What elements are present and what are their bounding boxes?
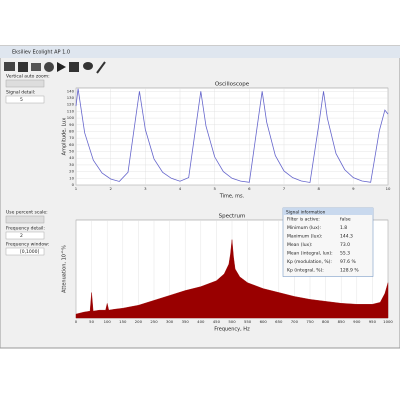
x-tick-label: 0 xyxy=(75,319,78,324)
print-icon[interactable] xyxy=(31,63,41,71)
info-key: Kp (modulation, %): xyxy=(287,259,332,265)
x-tick-label: 150 xyxy=(119,319,127,324)
x-tick-label: 250 xyxy=(150,319,158,324)
tool-icon[interactable] xyxy=(69,62,79,72)
info-key: Kp (integral, %): xyxy=(287,268,324,274)
y-tick-label: 90 xyxy=(69,122,74,127)
signal-line xyxy=(75,88,389,183)
y-tick-label: 40 xyxy=(69,155,74,160)
x-tick-label: 9 xyxy=(352,186,355,191)
x-axis-label: Time, ms. xyxy=(219,194,245,200)
info-key: Minimum (lux): xyxy=(287,225,321,231)
y-tick-label: 30 xyxy=(69,162,74,167)
y-tick-label: 110 xyxy=(67,108,75,113)
info-value: 97.6 % xyxy=(340,259,356,265)
x-tick-label: 900 xyxy=(353,319,361,324)
control-label: Vertical auto zoom: xyxy=(6,74,50,80)
spectrum-area xyxy=(75,239,389,319)
y-tick-label: 20 xyxy=(69,169,74,174)
y-tick-label: 140 xyxy=(67,88,75,93)
x-tick-label: 600 xyxy=(260,319,268,324)
control-label: Frequency window: xyxy=(6,242,49,248)
chart-title: Oscilloscope xyxy=(215,82,250,88)
x-tick-label: 700 xyxy=(291,319,299,324)
x-tick-label: 750 xyxy=(306,319,314,324)
play-icon[interactable] xyxy=(57,62,66,72)
y-tick-label: 80 xyxy=(69,128,74,133)
control-value: 5 xyxy=(20,97,23,103)
x-tick-label: 200 xyxy=(135,319,143,324)
info-header xyxy=(283,208,373,215)
toolbar xyxy=(4,61,106,74)
control-button[interactable] xyxy=(5,215,45,224)
signal-info: Signal information Filter is active: false… xyxy=(282,207,374,277)
x-tick-label: 7 xyxy=(283,186,286,191)
info-value: 73.0 xyxy=(340,242,350,248)
window-title: Eksiliev Ecolight AP 1.0 xyxy=(12,50,70,56)
chat-icon[interactable] xyxy=(83,62,93,70)
x-tick-label: 450 xyxy=(213,319,221,324)
info-key: Mean (lux): xyxy=(287,242,312,248)
x-tick-label: 300 xyxy=(166,319,174,324)
x-tick-label: 2 xyxy=(109,186,112,191)
x-tick-label: 950 xyxy=(369,319,377,324)
y-tick-label: 130 xyxy=(67,95,75,100)
control-label: Use percent scale: xyxy=(6,210,48,216)
control-input[interactable] xyxy=(5,247,45,256)
x-tick-label: 550 xyxy=(244,319,252,324)
x-tick-label: 100 xyxy=(104,319,112,324)
y-tick-label: 70 xyxy=(69,135,74,140)
info-value: 55.3 xyxy=(340,251,350,257)
info-key: Filter is active: xyxy=(287,217,320,223)
chart-title: Spectrum xyxy=(219,214,246,220)
y-tick-label: 60 xyxy=(69,142,74,147)
info-key: Mean (integral, lux): xyxy=(287,251,333,257)
brush-icon[interactable] xyxy=(96,61,106,74)
x-tick-label: 400 xyxy=(197,319,205,324)
x-tick-label: 500 xyxy=(228,319,236,324)
save-icon[interactable] xyxy=(18,62,28,72)
control-value: 2 xyxy=(20,233,23,239)
info-title: Signal information xyxy=(286,209,326,215)
open-icon[interactable] xyxy=(4,62,15,71)
x-tick-label: 800 xyxy=(322,319,330,324)
x-tick-label: 650 xyxy=(275,319,283,324)
info-value: 128.9 % xyxy=(340,268,359,274)
y-tick-label: 120 xyxy=(67,102,75,107)
x-tick-label: 5 xyxy=(213,186,216,191)
y-tick-label: 0 xyxy=(72,182,75,187)
control-input[interactable] xyxy=(5,231,45,240)
x-tick-label: 1000 xyxy=(383,319,393,324)
info-box xyxy=(282,207,374,277)
title-bar xyxy=(0,46,400,58)
y-tick-label: 10 xyxy=(69,175,74,180)
x-tick-label: 8 xyxy=(317,186,320,191)
info-value: 1.8 xyxy=(340,225,347,231)
info-value: 144.3 xyxy=(340,234,353,240)
info-key: Maximum (lux): xyxy=(287,234,322,240)
info-value: false xyxy=(340,217,351,223)
x-tick-label: 1 xyxy=(75,186,78,191)
x-tick-label: 4 xyxy=(179,186,182,191)
plot-area xyxy=(75,87,389,186)
y-tick-label: 100 xyxy=(67,115,75,120)
control-input[interactable] xyxy=(5,95,45,104)
x-tick-label: 6 xyxy=(248,186,251,191)
control-label: Frequency detail: xyxy=(6,226,45,232)
x-tick-label: 50 xyxy=(89,319,94,324)
control-button[interactable] xyxy=(5,79,45,88)
x-tick-label: 850 xyxy=(338,319,346,324)
x-tick-label: 10 xyxy=(386,186,391,191)
control-panel: Vertical auto zoom: Signal detail:5 Use pe… xyxy=(5,74,50,256)
control-value: [0,1000] xyxy=(20,249,40,255)
control-label: Signal detail: xyxy=(6,90,35,96)
y-axis-label: Amplitude, Lux xyxy=(62,118,68,156)
settings-icon[interactable] xyxy=(44,62,54,72)
x-axis-label: Frequency, Hz xyxy=(214,327,250,333)
x-tick-label: 350 xyxy=(182,319,190,324)
x-tick-label: 3 xyxy=(144,186,147,191)
y-tick-label: 50 xyxy=(69,149,74,154)
y-axis-label: Attenuation, 10^% xyxy=(62,245,68,293)
